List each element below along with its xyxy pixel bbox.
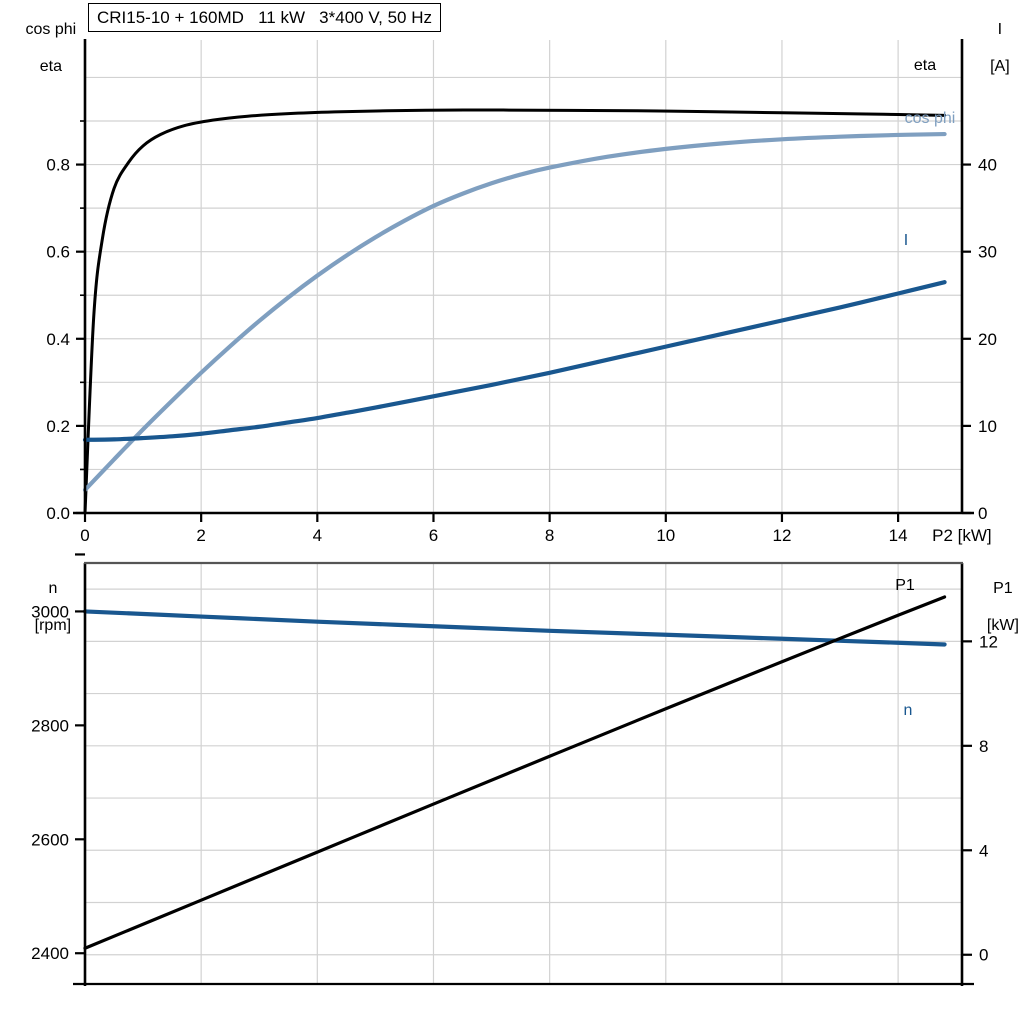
top-x-tick-label: 4 — [313, 526, 322, 545]
bottom-left-axis-title-line2: [rpm] — [34, 617, 72, 635]
top-x-tick-label: 2 — [196, 526, 205, 545]
series-label-n: n — [904, 702, 913, 719]
bottom-left-tick-label: 2400 — [31, 944, 69, 963]
bottom-left-axis-title-line1: n — [48, 580, 58, 598]
top-x-tick-label: 14 — [889, 526, 908, 545]
title-box: CRI15-10 + 160MD 11 kW 3*400 V, 50 Hz — [88, 3, 441, 32]
top-right-tick-label: 0 — [978, 504, 987, 523]
bottom-right-axis-title-line2: [kW] — [986, 617, 1019, 635]
bottom-chart-svg: 2400 2600 2800 3000 0 4 8 12 P1 n — [31, 553, 998, 986]
bottom-right-axis-title: P1 [kW] — [966, 562, 1022, 654]
top-left-axis-title-line2: eta — [39, 58, 63, 76]
bottom-right-tick-label: 4 — [979, 841, 988, 860]
top-chart-pane: 0.0 0.2 0.4 0.6 0.8 0 10 20 30 40 0 2 4 6 8 10 12 14 P2 [k… — [46, 39, 997, 545]
bottom-right-tick-label: 12 — [979, 632, 998, 651]
bottom-left-tick-label: 2600 — [31, 830, 69, 849]
top-left-tick-label: 0.2 — [46, 417, 70, 436]
bottom-chart-pane: 2400 2600 2800 3000 0 4 8 12 P1 n — [0, 548, 1024, 1024]
top-x-tick-label: 6 — [429, 526, 438, 545]
bottom-left-tick-label: 2800 — [31, 716, 69, 735]
top-chart-svg: 0.0 0.2 0.4 0.6 0.8 0 10 20 30 40 0 2 4 6 8 10 12 14 P2 [k… — [46, 39, 997, 545]
top-right-axis-title: I [A] — [964, 3, 1018, 95]
series-label-p1: P1 — [895, 577, 915, 594]
series-label-current: I — [904, 232, 908, 249]
top-left-axis-title: cos phi eta — [2, 3, 82, 95]
series-label-cos-phi: cos phi — [905, 110, 956, 127]
top-left-axis-title-line1: cos phi — [25, 21, 77, 39]
top-x-tick-label: 10 — [656, 526, 675, 545]
top-left-tick-label: 0.4 — [46, 330, 70, 349]
top-right-tick-label: 40 — [978, 156, 997, 175]
top-right-axis-title-line2: [A] — [990, 58, 1010, 76]
top-x-tick-label: 8 — [545, 526, 554, 545]
top-right-tick-label: 10 — [978, 417, 997, 436]
top-left-tick-label: 0.6 — [46, 243, 70, 262]
top-x-tick-label: 12 — [772, 526, 791, 545]
top-x-tick-label: 0 — [80, 526, 89, 545]
series-label-eta: eta — [914, 57, 936, 74]
bottom-right-tick-label: 8 — [979, 737, 988, 756]
bottom-right-axis-title-line1: P1 — [993, 580, 1013, 598]
top-right-tick-label: 20 — [978, 330, 997, 349]
top-x-axis-label: P2 [kW] — [932, 526, 992, 545]
bottom-left-tick-label: 3000 — [31, 602, 69, 621]
bottom-right-tick-label: 0 — [979, 946, 988, 965]
top-left-tick-label: 0.0 — [46, 504, 70, 523]
top-right-axis-title-line1: I — [997, 21, 1003, 39]
title-text: CRI15-10 + 160MD 11 kW 3*400 V, 50 Hz — [97, 7, 432, 27]
top-right-tick-label: 30 — [978, 243, 997, 262]
bottom-left-axis-title: n [rpm] — [6, 562, 82, 654]
top-left-tick-label: 0.8 — [46, 156, 70, 175]
